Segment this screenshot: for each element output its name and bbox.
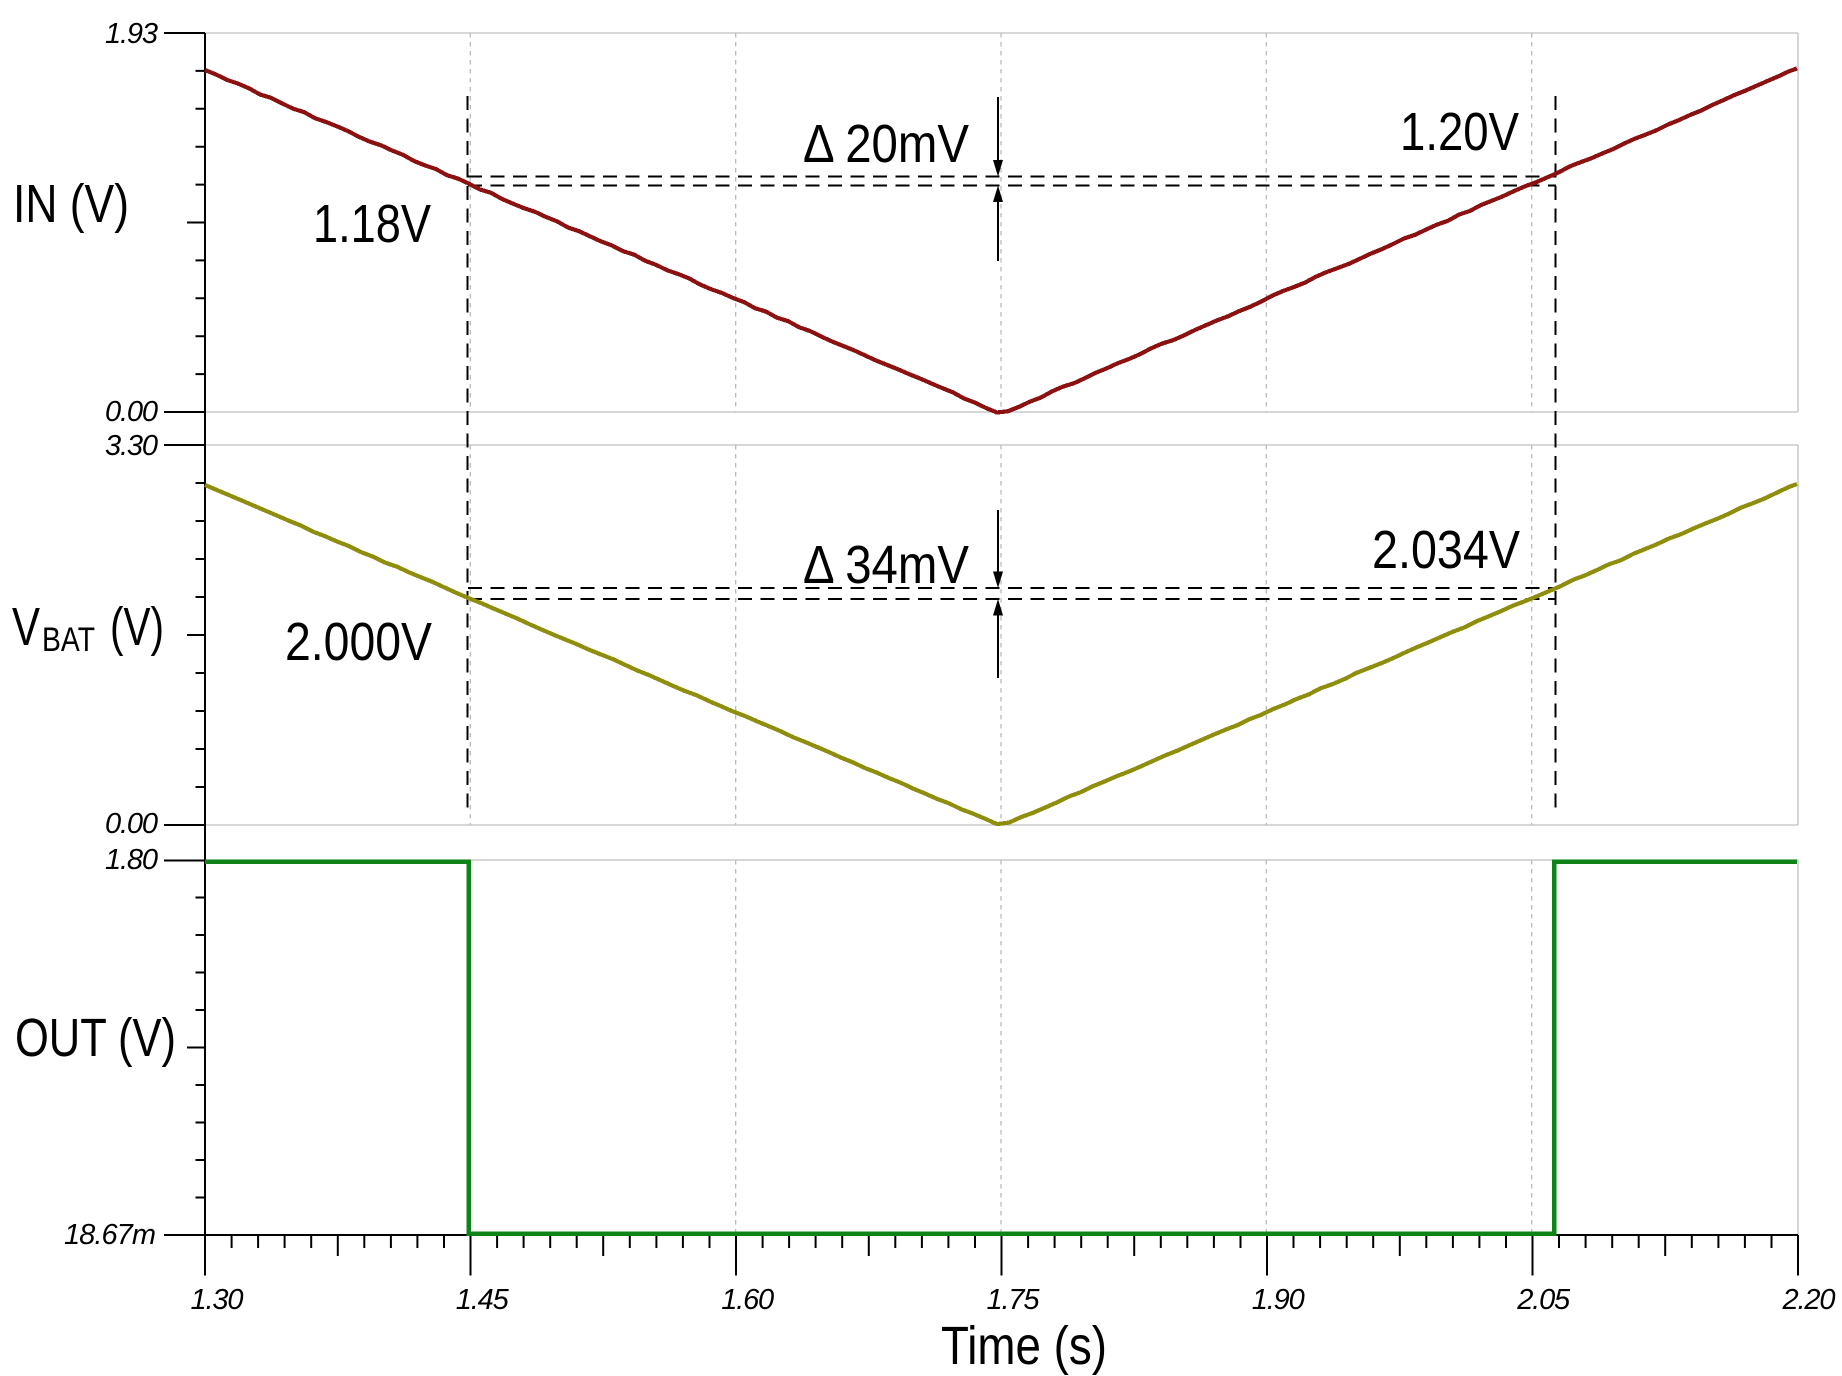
svg-text:2.000V: 2.000V [285, 612, 432, 672]
svg-text:IN (V): IN (V) [13, 174, 129, 234]
svg-text:1.30: 1.30 [191, 1284, 244, 1316]
svg-text:18.67m: 18.67m [64, 1219, 156, 1251]
svg-text:3.30: 3.30 [105, 430, 158, 462]
svg-text:0.00: 0.00 [105, 808, 158, 840]
svg-text:1.80: 1.80 [105, 844, 158, 876]
svg-text:1.75: 1.75 [987, 1284, 1041, 1316]
svg-text:BAT: BAT [42, 621, 95, 659]
svg-text:2.034V: 2.034V [1372, 520, 1520, 580]
svg-text:2.05: 2.05 [1516, 1284, 1571, 1316]
svg-text:1.20V: 1.20V [1400, 102, 1519, 162]
svg-text:Δ 34mV: Δ 34mV [803, 535, 969, 595]
svg-text:1.45: 1.45 [456, 1284, 510, 1316]
svg-text:(V): (V) [110, 597, 164, 657]
svg-text:Time (s): Time (s) [941, 1316, 1107, 1376]
svg-text:2.20: 2.20 [1782, 1284, 1836, 1316]
svg-text:OUT (V): OUT (V) [15, 1008, 176, 1068]
svg-text:1.90: 1.90 [1252, 1284, 1305, 1316]
svg-text:V: V [12, 597, 40, 657]
svg-text:Δ 20mV: Δ 20mV [803, 114, 969, 174]
svg-text:1.18V: 1.18V [313, 194, 431, 254]
svg-text:0.00: 0.00 [105, 396, 158, 428]
svg-text:1.93: 1.93 [105, 18, 158, 50]
svg-text:1.60: 1.60 [721, 1284, 774, 1316]
